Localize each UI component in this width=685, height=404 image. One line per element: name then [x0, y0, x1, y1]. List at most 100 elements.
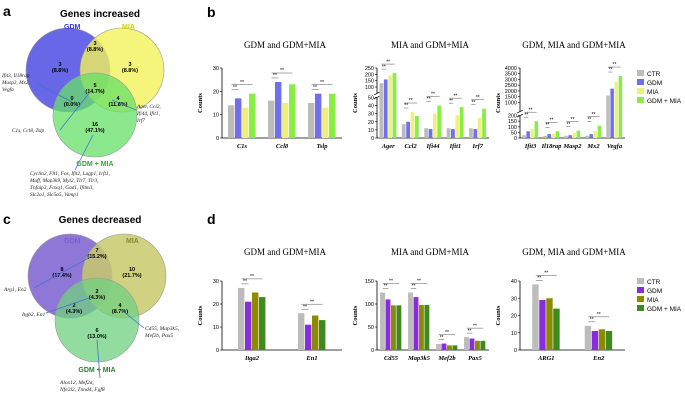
legend-d-swatch-gdm	[637, 287, 644, 293]
legend-d-swatch-ctr	[637, 278, 644, 284]
venn-c-title: Genes decreased	[59, 215, 142, 226]
legend-d: CTR GDM MIA GDM + MIA	[637, 278, 682, 313]
bar	[475, 340, 480, 350]
bar	[614, 81, 618, 138]
bar	[428, 129, 433, 138]
significance-label: **	[320, 80, 324, 86]
significance-label: **	[313, 85, 317, 91]
venn-c-region-gdm-combo-pct: (4.3%)	[66, 309, 82, 315]
panel-letter-a: a	[3, 3, 11, 19]
venn-a-region-combo-pct: (47.1%)	[85, 128, 104, 134]
y-tick-label: 100	[365, 302, 374, 308]
bar	[585, 135, 589, 138]
bar	[522, 135, 526, 138]
y-tick-label: 0	[371, 136, 374, 142]
venn-c-callout-mia-combo-line1: Cd55, Map3k5,	[145, 326, 180, 332]
significance-label: **	[476, 95, 480, 101]
bar	[555, 131, 560, 138]
legend-b-label-gdm-mia: GDM + MIA	[647, 98, 682, 105]
panel-letter-c: c	[3, 211, 11, 227]
chart-title: GDM and GDM+MIA	[244, 40, 327, 50]
venn-c-leader-mia-combo	[123, 311, 145, 329]
x-tick-label: Ager	[381, 143, 395, 150]
venn-c-leader-gdm-mia	[33, 255, 93, 289]
significance-label: **	[566, 122, 570, 128]
y-tick-label: 10	[213, 113, 219, 119]
bar	[553, 308, 560, 350]
y-tick-label: 30	[213, 66, 219, 72]
bar	[228, 105, 235, 138]
y-tick-label: 40	[511, 279, 517, 285]
y-tick-label: 20	[511, 314, 517, 320]
venn-a-leader-center	[59, 91, 91, 131]
bar	[539, 299, 546, 350]
bar	[289, 84, 296, 138]
y-tick-label: 10	[368, 128, 374, 134]
bar	[547, 134, 551, 138]
significance-label: **	[250, 274, 254, 280]
bar	[584, 325, 592, 350]
legend-d-swatch-mia	[637, 296, 644, 302]
legend-d-label-gdm: GDM	[647, 288, 662, 295]
bar	[546, 298, 553, 350]
y-axis-label: Counts	[495, 93, 502, 113]
bar	[413, 297, 419, 350]
bar	[238, 287, 245, 350]
bar	[305, 324, 312, 350]
significance-label: **	[273, 73, 277, 79]
bar	[414, 116, 419, 138]
venn-a-callout-center: C1s, Ccl8, Tslp	[12, 128, 45, 134]
significance-label: **	[529, 107, 533, 113]
venn-a-region-mia-combo-pct: (11.8%)	[109, 102, 128, 108]
bar	[441, 343, 447, 350]
venn-a-callout-combo-line2: Muff, Map3k9, Myl2, Tlr7, Tlr3,	[29, 177, 98, 184]
venn-c-region-center-pct: (4.3%)	[89, 295, 105, 301]
x-tick-label: Pax5	[468, 355, 482, 362]
significance-label: **	[382, 64, 386, 70]
venn-c-circle-gdm-mia	[54, 277, 140, 363]
bar	[424, 304, 430, 350]
venn-c-region-mia-pct: (21.7%)	[122, 273, 141, 279]
bar	[459, 107, 464, 138]
x-tick-label: Vegfa	[607, 143, 623, 150]
bar	[322, 107, 329, 138]
y-tick-label: 100	[365, 85, 374, 91]
venn-c-region-mia-combo-count: 4	[118, 303, 122, 309]
bar	[530, 129, 534, 138]
significance-label: **	[310, 299, 314, 305]
venn-a-callout-mia-line2: Ifi44, Ifit1,	[136, 110, 160, 117]
bar	[268, 100, 275, 138]
x-tick-label: Itga2	[244, 355, 260, 362]
bar	[406, 121, 410, 138]
bar	[315, 93, 322, 138]
x-tick-label: Il18rap	[541, 143, 563, 150]
bar	[401, 124, 406, 138]
venn-a-region-mia-combo-count: 4	[116, 96, 120, 102]
y-tick-label: 100	[508, 125, 517, 131]
bar	[605, 331, 613, 350]
significance-label: **	[409, 98, 413, 104]
y-tick-label: 200	[508, 114, 517, 120]
legend-b-swatch-mia	[637, 88, 644, 94]
venn-a-callout-combo-line3: Tnfaip3, Foxq1, Gad1, Ifitm3,	[30, 184, 94, 191]
legend-b-label-gdm: GDM	[647, 80, 662, 87]
venn-a-callout-mia-line3: Irf7	[136, 117, 145, 124]
bar	[598, 329, 606, 350]
bar	[597, 125, 602, 138]
venn-a-callout-gdm-line1: Ifit3, Il18rap,	[1, 72, 31, 79]
bar	[319, 320, 326, 350]
chart-d3: GDM, MIA and GDM+MIACounts010203040****A…	[495, 247, 626, 362]
y-tick-label: 3500	[505, 72, 517, 78]
y-tick-label: 40	[368, 104, 374, 110]
bar	[551, 133, 555, 138]
venn-a-region-gdm-mia-overlap-pct: (8.8%)	[87, 47, 103, 53]
y-tick-label: 0	[216, 348, 219, 354]
venn-a-leader-combo	[74, 134, 94, 171]
venn-c-set-label-gdm: GDM	[64, 238, 81, 245]
legend-b-label-mia: MIA	[647, 89, 659, 96]
significance-label: **	[608, 67, 612, 73]
venn-a-region-combo-count: 16	[92, 122, 98, 128]
legend-d-label-ctr: CTR	[647, 279, 661, 286]
